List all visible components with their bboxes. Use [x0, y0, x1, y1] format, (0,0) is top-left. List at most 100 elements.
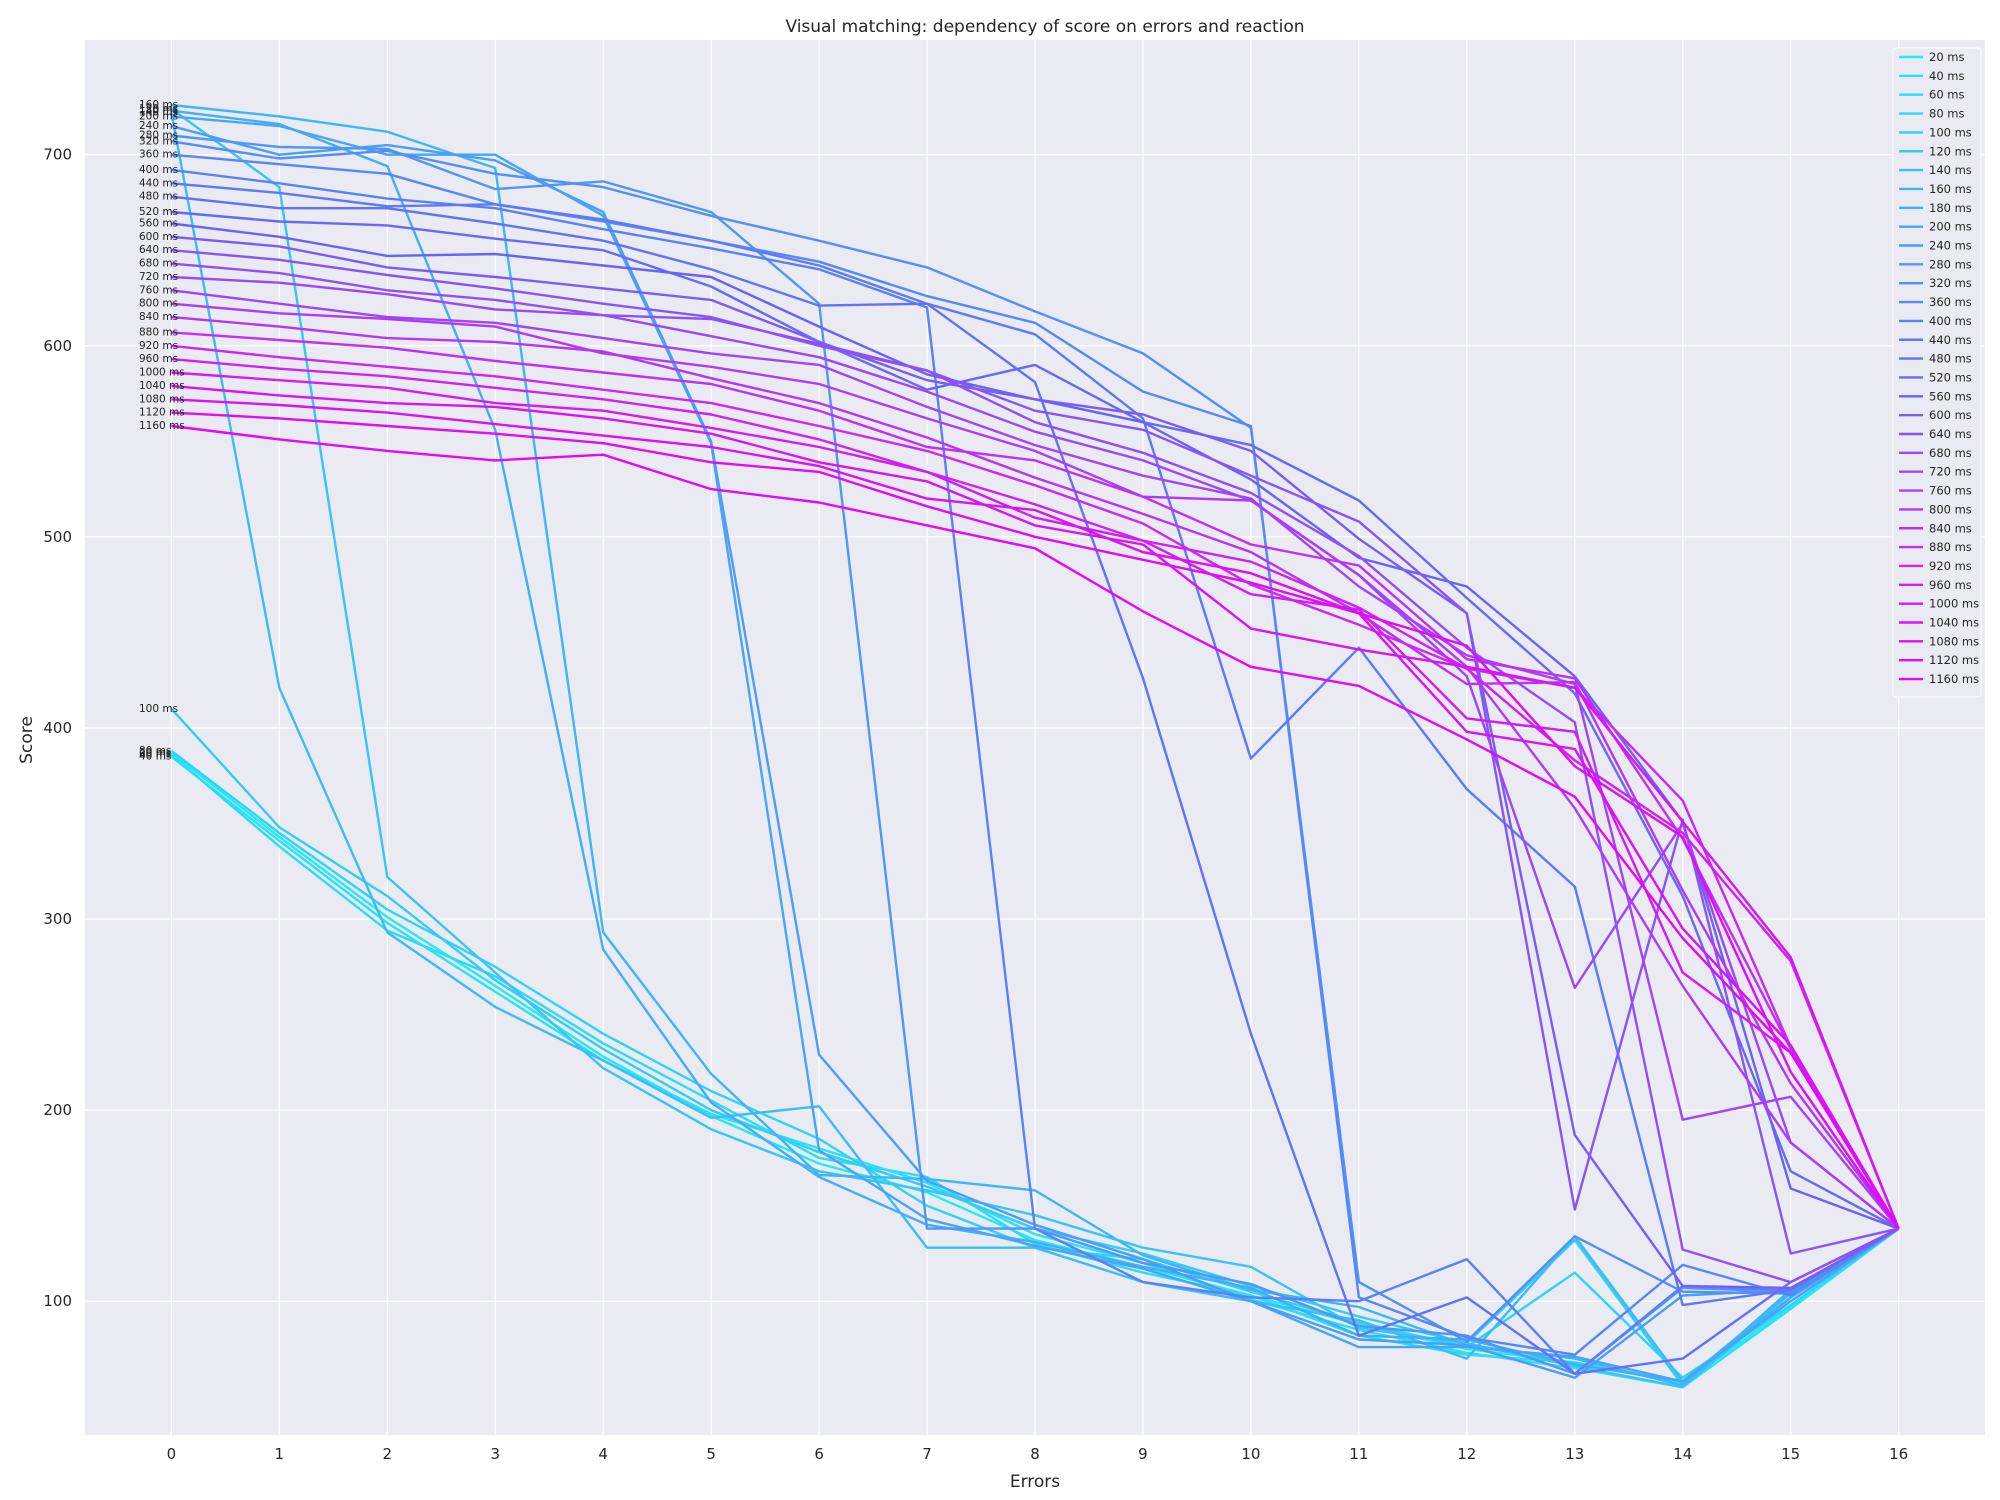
series-start-label: 640 ms [139, 244, 178, 256]
legend-entry: 960 ms [1929, 578, 1972, 592]
series-line [171, 302, 1900, 1230]
y-axis-ticks: 100 200 300 400 500 600 700 [43, 146, 72, 1311]
series-start-label: 360 ms [139, 149, 178, 161]
series-start-label: 80 ms [139, 745, 171, 757]
legend-entry: 1080 ms [1929, 634, 1979, 648]
x-axis-ticks: 0 1 2 3 4 5 6 7 8 9 10 11 12 13 14 15 16 [167, 1445, 1909, 1463]
series-start-label: 120 ms [139, 103, 178, 115]
series-line [171, 344, 1900, 1230]
x-tick-label: 13 [1565, 1445, 1584, 1463]
series-line [170, 112, 1900, 1383]
series-start-label: 100 ms [139, 703, 178, 715]
legend-entry: 520 ms [1929, 370, 1972, 384]
series-line [171, 235, 1900, 1290]
series-line [171, 182, 1900, 1307]
x-tick-label: 15 [1781, 1445, 1800, 1463]
series-line [171, 195, 1900, 1376]
series-start-label: 240 ms [139, 120, 178, 132]
legend-entry: 240 ms [1929, 239, 1972, 253]
series-start-label: 840 ms [139, 311, 178, 323]
legend-entry: 600 ms [1929, 408, 1972, 422]
x-tick-label: 2 [382, 1445, 392, 1463]
legend-entry: 120 ms [1929, 144, 1972, 158]
y-tick-label: 200 [43, 1101, 72, 1119]
legend-box [1892, 47, 1982, 698]
x-tick-label: 11 [1349, 1445, 1368, 1463]
x-axis-title: Errors [1010, 1472, 1060, 1492]
legend-entry: 440 ms [1929, 333, 1972, 347]
series-lines [170, 103, 1900, 1389]
legend-entry: 920 ms [1929, 559, 1972, 573]
series-start-label: 1080 ms [139, 393, 185, 405]
legend-entry: 360 ms [1929, 295, 1972, 309]
legend-entry: 1160 ms [1929, 672, 1979, 686]
series-line [171, 424, 1900, 1230]
legend-entry: 80 ms [1929, 107, 1964, 121]
series-start-label: 1160 ms [139, 420, 185, 432]
x-tick-label: 7 [922, 1445, 932, 1463]
x-tick-label: 10 [1241, 1445, 1260, 1463]
series-start-label: 560 ms [139, 217, 178, 229]
legend-entry: 140 ms [1929, 163, 1972, 177]
series-line [171, 262, 1900, 1284]
series-start-label: 160 ms [139, 99, 178, 111]
series-line [171, 371, 1900, 1230]
series-start-label: 880 ms [139, 326, 178, 338]
chart-title: Visual matching: dependency of score on … [785, 17, 1304, 37]
series-start-label: 920 ms [139, 340, 178, 352]
legend-entry: 640 ms [1929, 427, 1972, 441]
x-tick-label: 3 [490, 1445, 500, 1463]
legend-entry: 320 ms [1929, 276, 1972, 290]
legend-entry: 720 ms [1929, 465, 1972, 479]
y-tick-label: 500 [43, 528, 72, 546]
series-start-label: 760 ms [139, 284, 178, 296]
y-tick-label: 400 [43, 719, 72, 737]
y-axis-title: Score [17, 716, 37, 764]
y-tick-label: 600 [43, 337, 72, 355]
legend-entry: 1000 ms [1929, 597, 1979, 611]
y-tick-label: 300 [43, 910, 72, 928]
series-start-label: 1120 ms [139, 407, 185, 419]
x-tick-label: 8 [1030, 1445, 1040, 1463]
series-line [170, 755, 1900, 1389]
legend-entry: 1040 ms [1929, 616, 1979, 630]
x-tick-label: 5 [706, 1445, 716, 1463]
x-tick-label: 1 [275, 1445, 285, 1463]
legend-entry: 180 ms [1929, 201, 1972, 215]
legend-entry: 880 ms [1929, 540, 1972, 554]
x-tick-label: 9 [1138, 1445, 1148, 1463]
series-start-label: 960 ms [139, 353, 178, 365]
legend-entry: 20 ms [1929, 50, 1964, 64]
y-tick-label: 700 [43, 146, 72, 164]
series-line [170, 107, 1900, 1389]
series-start-label: 520 ms [139, 206, 178, 218]
series-line [171, 357, 1900, 1230]
series-start-label: 200 ms [139, 110, 178, 122]
series-line [171, 153, 1900, 1356]
legend-entry: 800 ms [1929, 502, 1972, 516]
x-tick-label: 6 [814, 1445, 824, 1463]
series-start-label: 1000 ms [139, 367, 185, 379]
series-line [171, 275, 1900, 1230]
series-start-label: 400 ms [139, 164, 178, 176]
series-line [171, 411, 1900, 1230]
series-start-label: 1040 ms [139, 380, 185, 392]
series-line [171, 109, 1900, 1383]
y-tick-label: 100 [43, 1292, 72, 1310]
legend-entry: 160 ms [1929, 182, 1972, 196]
series-start-label: 320 ms [139, 135, 178, 147]
series-start-label: 140 ms [139, 107, 178, 119]
series-line [171, 289, 1900, 1230]
series-start-label: 600 ms [139, 231, 178, 243]
legend: 20 ms 40 ms 60 ms 80 ms 100 ms 120 ms 140 ms 16… [1892, 47, 1982, 698]
legend-entry: 40 ms [1929, 69, 1964, 83]
legend-entry: 480 ms [1929, 352, 1972, 366]
x-tick-label: 14 [1673, 1445, 1692, 1463]
legend-entry: 200 ms [1929, 220, 1972, 234]
series-start-label: 680 ms [139, 258, 178, 270]
legend-entry: 60 ms [1929, 88, 1964, 102]
series-start-label: 60 ms [139, 749, 171, 761]
series-line [171, 398, 1900, 1230]
legend-entry: 1120 ms [1929, 653, 1979, 667]
